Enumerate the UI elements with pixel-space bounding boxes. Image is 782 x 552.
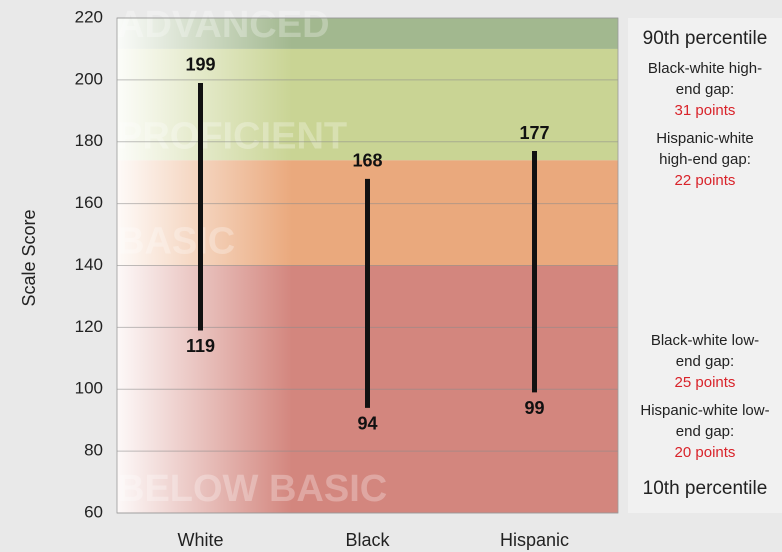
low-title: 10th percentile [642, 478, 768, 499]
chart: Scale Score ADVANCED PROFICIENT BASIC BELOW… [18, 4, 619, 550]
gap-note: Black-white low-end gap: 25 points [640, 330, 770, 393]
gap-label: Black-white low-end gap: [650, 332, 760, 370]
y-tick-label: 60 [84, 502, 103, 521]
value-label: 119 [186, 336, 215, 356]
y-tick-label: 220 [75, 7, 103, 26]
high-title: 90th percentile [642, 28, 768, 49]
band-label: PROFICIENT [117, 115, 347, 157]
y-tick-label: 80 [84, 441, 103, 460]
gap-note: Hispanic-white low-end gap: 20 points [640, 400, 770, 463]
value-label: 99 [524, 398, 544, 418]
value-label: 177 [519, 123, 549, 143]
band-label: BELOW BASIC [117, 468, 387, 510]
y-tick-label: 180 [75, 131, 103, 150]
gap-note: Black-white high-end gap: 31 points [640, 58, 770, 121]
y-tick-label: 120 [75, 317, 103, 336]
value-label: 94 [357, 414, 377, 434]
plot-border [116, 17, 619, 514]
gap-note: Hispanic-white high-end gap: 22 points [640, 128, 770, 191]
gap-label: Black-white high-end gap: [647, 60, 763, 98]
y-tick-label: 200 [75, 69, 103, 88]
y-tick-label: 100 [75, 379, 103, 398]
gap-value: 22 points [674, 172, 736, 189]
gap-label: Hispanic-white high-end gap: [656, 130, 754, 168]
y-axis-label: Scale Score [19, 209, 39, 306]
y-tick-label: 140 [75, 255, 103, 274]
value-label: 168 [352, 151, 382, 171]
gap-value: 31 points [674, 102, 736, 119]
value-label: 199 [185, 55, 215, 75]
band-label: BASIC [117, 221, 235, 263]
band-label: ADVANCED [117, 4, 330, 46]
x-tick-label: Black [345, 530, 390, 550]
x-tick-label: White [177, 530, 223, 550]
gap-value: 25 points [674, 374, 736, 391]
x-tick-label: Hispanic [500, 530, 569, 550]
gap-value: 20 points [674, 444, 736, 461]
y-tick-label: 160 [75, 193, 103, 212]
gap-label: Hispanic-white low-end gap: [640, 402, 770, 440]
annotation-panel: 90th percentile Black-white high-end gap… [628, 18, 782, 513]
